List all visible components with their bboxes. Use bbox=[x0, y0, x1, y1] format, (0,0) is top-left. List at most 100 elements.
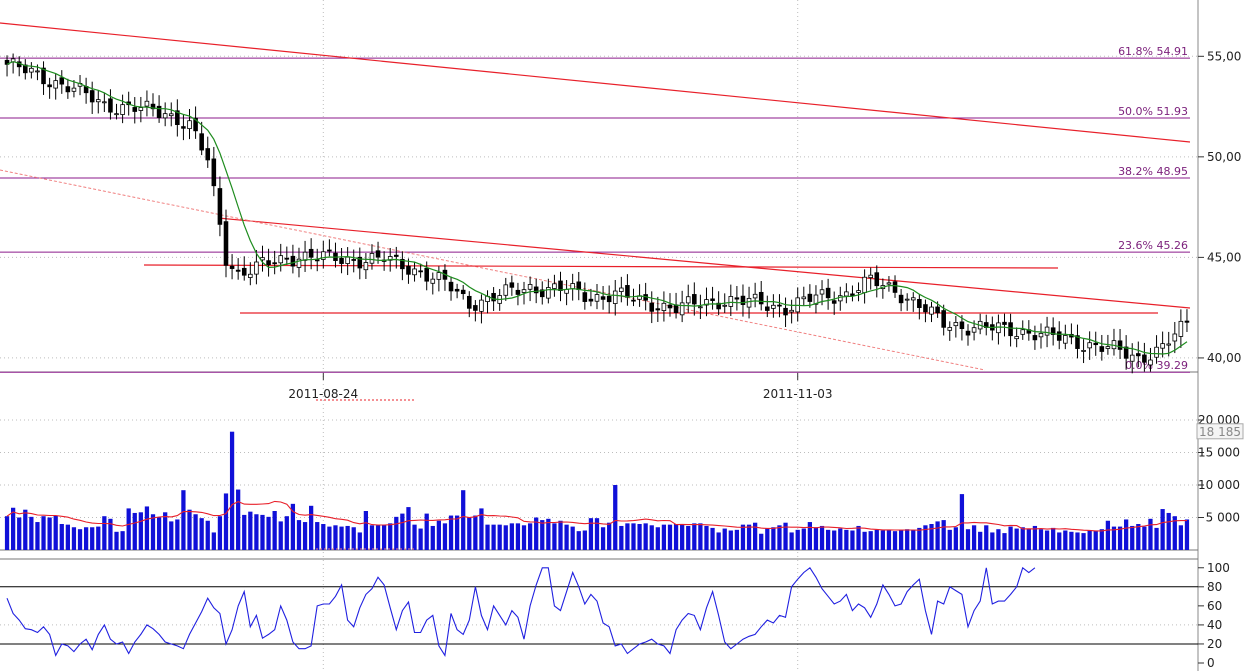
volume-bar bbox=[722, 528, 727, 550]
candle-body bbox=[150, 103, 156, 110]
stochastic-tick-label: 0 bbox=[1207, 656, 1215, 670]
volume-bar bbox=[454, 515, 460, 550]
candle-body bbox=[1142, 354, 1147, 363]
candle-body bbox=[801, 296, 807, 300]
volume-bar bbox=[339, 526, 344, 550]
fibonacci-level-label: 38.2% 48.95 bbox=[1118, 165, 1188, 178]
volume-bar bbox=[1038, 529, 1044, 550]
volume-bar bbox=[686, 525, 691, 550]
volume-bar bbox=[29, 516, 34, 550]
volume-bar bbox=[436, 520, 441, 550]
volume-bar bbox=[704, 525, 709, 550]
volume-bar bbox=[229, 431, 235, 550]
candle-body bbox=[1032, 335, 1038, 341]
volume-bar bbox=[388, 523, 393, 550]
volume-bar bbox=[625, 523, 630, 550]
volume-bar bbox=[236, 489, 241, 550]
candle-body bbox=[740, 295, 746, 305]
candle-body bbox=[576, 281, 582, 291]
candle-body bbox=[631, 299, 636, 302]
volume-bar bbox=[984, 525, 989, 550]
candle-body bbox=[387, 256, 393, 261]
candle-body bbox=[704, 299, 709, 306]
volume-last-value-label: 18 185 bbox=[1199, 425, 1241, 439]
y-tick-label: 55,00 bbox=[1207, 49, 1241, 63]
volume-bar bbox=[156, 517, 162, 550]
volume-bar bbox=[607, 522, 612, 550]
candle-body bbox=[59, 77, 65, 85]
volume-bar bbox=[783, 522, 788, 550]
support-line-1 bbox=[143, 264, 1059, 269]
volume-bar bbox=[132, 512, 137, 550]
volume-bar bbox=[941, 520, 946, 550]
candle-body bbox=[1166, 343, 1171, 346]
volume-bar bbox=[874, 529, 879, 550]
volume-bar bbox=[789, 532, 794, 550]
volume-bar bbox=[600, 527, 606, 550]
stochastic-line bbox=[6, 566, 1036, 657]
volume-bar bbox=[929, 524, 934, 550]
candle-body bbox=[1093, 342, 1099, 346]
candle-body bbox=[923, 304, 928, 313]
volume-bar bbox=[35, 522, 40, 550]
candle-body bbox=[406, 265, 411, 275]
candle-body bbox=[1056, 331, 1062, 341]
volume-bar bbox=[594, 518, 600, 550]
candle-body bbox=[503, 284, 509, 296]
volume-bar bbox=[850, 530, 855, 550]
volume-bar bbox=[1008, 526, 1013, 550]
candle-body bbox=[917, 299, 922, 308]
candle-body bbox=[102, 101, 107, 104]
candle-body bbox=[765, 306, 770, 311]
candle-body bbox=[1136, 353, 1141, 357]
y-tick-label: 40,00 bbox=[1207, 351, 1241, 365]
stochastic-tick-label: 100 bbox=[1207, 561, 1230, 575]
volume-bar bbox=[375, 525, 381, 550]
candle-body bbox=[734, 297, 740, 300]
candle-body bbox=[369, 253, 375, 264]
candle-body bbox=[187, 120, 192, 130]
x-tick-label: 2011-11-03 bbox=[763, 387, 833, 401]
volume-bar bbox=[637, 524, 642, 550]
volume-bar bbox=[1014, 528, 1019, 550]
volume-bar bbox=[333, 525, 338, 550]
volume-bar bbox=[619, 525, 624, 550]
candle-body bbox=[479, 299, 484, 312]
trend-line-dashed bbox=[0, 169, 986, 371]
volume-bar bbox=[1081, 533, 1086, 550]
candle-body bbox=[722, 304, 728, 307]
candle-body bbox=[746, 297, 752, 308]
stochastic-panel: 0 20 40 60 80 100 bbox=[0, 558, 1230, 670]
candle-body bbox=[266, 260, 271, 266]
volume-bar bbox=[570, 526, 575, 550]
volume-bar bbox=[442, 523, 448, 550]
candle-body bbox=[850, 293, 855, 296]
volume-bar bbox=[1032, 525, 1038, 550]
fibonacci-level-label: 61.8% 54.91 bbox=[1118, 45, 1188, 58]
candle-body bbox=[1081, 349, 1086, 352]
candle-body bbox=[108, 98, 113, 113]
volume-bar bbox=[728, 530, 733, 550]
volume-bar bbox=[649, 525, 654, 550]
volume-bar bbox=[217, 516, 223, 550]
volume-bar bbox=[59, 524, 64, 550]
candle-body bbox=[789, 309, 794, 313]
volume-bar bbox=[120, 531, 125, 550]
volume-tick-label: 10 000 bbox=[1198, 478, 1240, 492]
volume-bar bbox=[819, 525, 825, 550]
candle-body bbox=[1038, 333, 1044, 338]
volume-bar bbox=[71, 527, 77, 550]
volume-bar bbox=[905, 529, 910, 550]
candle-body bbox=[1075, 335, 1080, 349]
volume-bar bbox=[266, 516, 271, 550]
candle-body bbox=[290, 255, 296, 267]
candle-body bbox=[473, 305, 478, 311]
volume-bar bbox=[527, 523, 533, 550]
volume-last-value-box bbox=[1196, 423, 1244, 440]
volume-bar bbox=[564, 524, 569, 550]
candle-body bbox=[910, 297, 916, 301]
candle-body bbox=[1002, 321, 1007, 325]
volume-bar bbox=[1130, 525, 1135, 550]
candle-body bbox=[1148, 359, 1153, 366]
